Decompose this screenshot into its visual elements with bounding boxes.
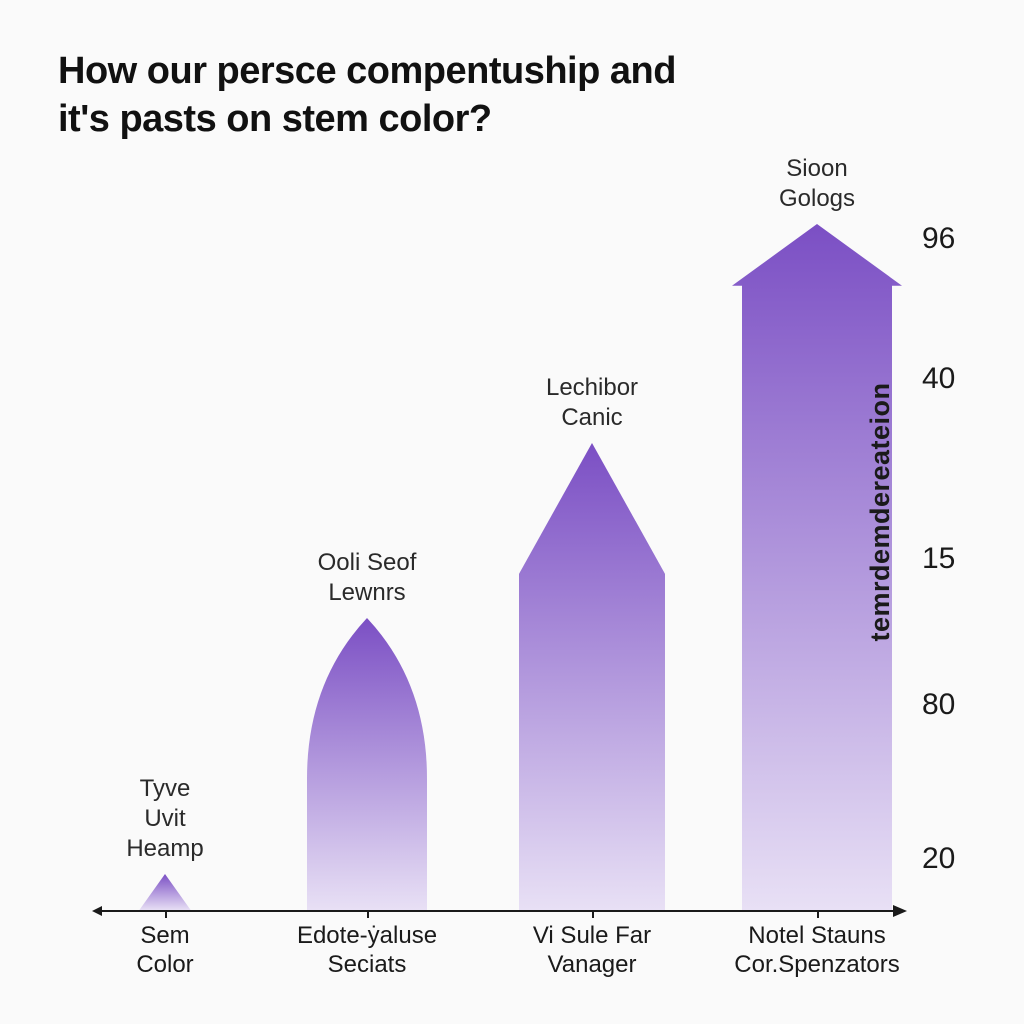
bar-label-2: LechiborCanic bbox=[502, 373, 682, 433]
x-axis-label-2: Vi Sule FarVanager bbox=[482, 922, 702, 980]
title-line-1: How our persce compentuship and bbox=[58, 50, 676, 92]
chart-title: How our persce compentuship and it's pas… bbox=[58, 48, 676, 143]
y-axis-title: temrdemdereateion bbox=[865, 382, 896, 641]
x-axis bbox=[100, 910, 895, 912]
bar-shape-1 bbox=[307, 618, 427, 910]
x-tick bbox=[367, 910, 369, 918]
y-tick-label: 15 bbox=[922, 542, 955, 576]
x-axis-label-1: Edote-ẏaluseSeciats bbox=[257, 922, 477, 980]
x-axis-label-3: Notel StaunsCor.Spenzators bbox=[707, 922, 927, 980]
x-tick bbox=[817, 910, 819, 918]
y-tick-label: 40 bbox=[922, 362, 955, 396]
bar-label-1: Ooli SeofLewnrs bbox=[277, 548, 457, 608]
chart-plot-area: TyveUvitHeamp Ooli SeofLewnrs LechiborCani… bbox=[60, 180, 880, 910]
bar-shape-0 bbox=[139, 874, 191, 911]
bar-label-0: TyveUvitHeamp bbox=[75, 774, 255, 864]
x-axis-label-0: SemColor bbox=[55, 922, 275, 980]
bar-label-3: SioonGologs bbox=[727, 154, 907, 214]
title-line-2: it's pasts on stem color? bbox=[58, 98, 492, 140]
y-tick-label: 80 bbox=[922, 688, 955, 722]
y-tick-label: 20 bbox=[922, 842, 955, 876]
y-tick-label: 96 bbox=[922, 222, 955, 256]
bar-shape-2 bbox=[519, 443, 665, 910]
x-tick bbox=[592, 910, 594, 918]
x-tick bbox=[165, 910, 167, 918]
